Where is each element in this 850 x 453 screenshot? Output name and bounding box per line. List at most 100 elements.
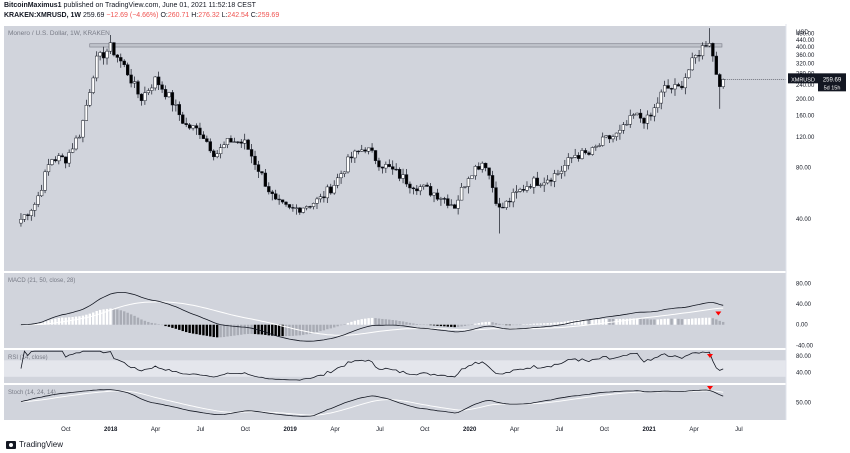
price-pane-title: Monero / U.S. Dollar, 1W, KRAKEN — [8, 30, 110, 37]
candle-body — [22, 214, 27, 220]
macd-histogram-bar — [608, 318, 611, 325]
macd-pane-title: MACD (21, 50, close, 28) — [8, 278, 75, 284]
candle-body — [556, 173, 560, 175]
macd-histogram-bar — [432, 324, 436, 326]
last-price-symbol: XMRUSD — [791, 77, 815, 83]
macd-histogram-bar — [205, 324, 209, 336]
macd-histogram-bar — [384, 319, 388, 325]
candle-body — [167, 92, 171, 98]
candle-body — [301, 207, 305, 213]
candle-body — [628, 115, 632, 125]
macd-histogram-bar — [129, 314, 133, 325]
macd-histogram-bar — [85, 314, 88, 325]
macd-signal-line — [21, 301, 724, 336]
candle-body — [590, 147, 595, 155]
macd-histogram-bar — [487, 321, 491, 325]
candle-body — [635, 112, 639, 116]
candle-body — [587, 152, 591, 155]
candle-body — [298, 207, 302, 213]
last-price-value: 259.69 — [823, 77, 842, 83]
price-tick-label: 40.00 — [796, 217, 812, 223]
candle-body — [666, 85, 670, 89]
price-tick-label: 200.00 — [796, 97, 815, 103]
macd-histogram-bar — [109, 308, 112, 325]
candle-body — [305, 206, 309, 209]
macd-histogram-bar — [123, 311, 126, 325]
publisher-name[interactable]: BitcoinMaximus1 — [4, 2, 62, 9]
macd-histogram-bar — [577, 320, 580, 325]
macd-histogram-bar — [274, 324, 277, 336]
candle-body — [198, 127, 202, 136]
candle-body — [150, 87, 154, 91]
last-price-symbol-box — [788, 73, 818, 84]
macd-tick-label: 40.00 — [796, 302, 812, 308]
macd-histogram-bar — [202, 324, 205, 336]
macd-histogram-bar — [246, 324, 250, 334]
macd-histogram-bar — [649, 319, 653, 325]
candle-body — [566, 157, 570, 166]
candle-body — [84, 104, 89, 121]
chart-svg[interactable]: USD40.0080.00120.00160.00200.00240.00280… — [0, 24, 850, 437]
stoch-pane-title: Stoch (14, 24, 14) — [8, 390, 56, 396]
candle-body — [366, 147, 371, 152]
macd-histogram-bar — [467, 324, 470, 326]
macd-histogram-bar — [36, 323, 40, 325]
candle-body — [570, 157, 574, 159]
macd-histogram-bar — [484, 321, 487, 325]
macd-histogram-bar — [474, 323, 477, 325]
macd-histogram-bar — [708, 317, 711, 325]
macd-histogram-bar — [43, 321, 47, 325]
candle-body — [545, 179, 550, 184]
low-label: L: — [221, 12, 228, 19]
price-tick-label: 440.00 — [796, 38, 815, 44]
macd-histogram-bar — [391, 319, 394, 325]
candle-body — [339, 173, 343, 179]
candle-body — [480, 162, 484, 170]
macd-histogram-bar — [394, 320, 398, 325]
candle-body — [411, 187, 416, 190]
macd-pane-background — [4, 273, 786, 348]
candle-body — [263, 172, 268, 187]
symbol-label: KRAKEN:XMRUSD, 1W — [4, 12, 81, 19]
candle-body — [215, 153, 219, 158]
macd-histogram-bar — [625, 318, 629, 325]
candle-body — [714, 55, 718, 75]
candle-body — [146, 90, 150, 94]
candle-body — [425, 184, 429, 187]
x-tick-label: 2018 — [104, 427, 118, 433]
candle-body — [580, 150, 584, 159]
candle-body — [601, 136, 605, 146]
candle-body — [335, 177, 340, 186]
price-axis: USD40.0080.00120.00160.00200.00240.00280… — [796, 30, 815, 223]
candle-body — [573, 155, 577, 158]
stoch-bearish-cross-marker — [707, 386, 714, 390]
candle-body — [604, 135, 608, 138]
candle-body — [311, 203, 316, 207]
macd-histogram-bar — [353, 320, 357, 325]
candle-body — [256, 164, 261, 172]
candle-body — [621, 124, 626, 131]
macd-histogram-bar — [532, 323, 536, 325]
candle-body — [81, 120, 85, 138]
sto-pane-background — [4, 385, 786, 420]
rsi-tick-label: 80.00 — [796, 354, 812, 360]
macd-histogram-bar — [560, 321, 563, 325]
price-axis-unit: USD — [796, 30, 809, 36]
chart-area[interactable]: USD40.0080.00120.00160.00200.00240.00280… — [0, 24, 850, 437]
macd-histogram-bar — [147, 321, 150, 325]
candle-body — [422, 184, 426, 187]
footer-bar: TradingView — [0, 437, 850, 453]
candle-body — [50, 159, 54, 165]
tradingview-brand[interactable]: TradingView — [6, 440, 63, 449]
candle-body — [187, 124, 192, 129]
macd-histogram-bar — [370, 317, 374, 325]
macd-histogram-bar — [357, 319, 360, 325]
price-tick-label: 120.00 — [796, 135, 815, 141]
x-tick-label: Apr — [151, 427, 160, 433]
candle-body — [246, 139, 250, 150]
candle-body — [236, 141, 240, 143]
candle-body — [325, 186, 329, 199]
candle-body — [618, 129, 622, 134]
candle-body — [239, 141, 243, 144]
open-label: O: — [160, 12, 168, 19]
